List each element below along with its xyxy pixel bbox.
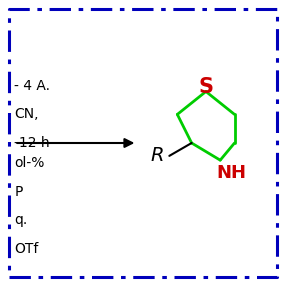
Text: CN,: CN, (14, 108, 39, 121)
Text: - 4 A.: - 4 A. (14, 79, 50, 93)
Text: OTf: OTf (14, 242, 39, 256)
Text: q.: q. (14, 213, 27, 227)
Text: S: S (198, 77, 213, 97)
Text: -12 h: -12 h (14, 136, 50, 150)
Text: ol-%: ol-% (14, 156, 45, 170)
Text: R: R (150, 146, 164, 165)
Text: NH: NH (217, 164, 247, 182)
Text: P: P (14, 185, 23, 198)
